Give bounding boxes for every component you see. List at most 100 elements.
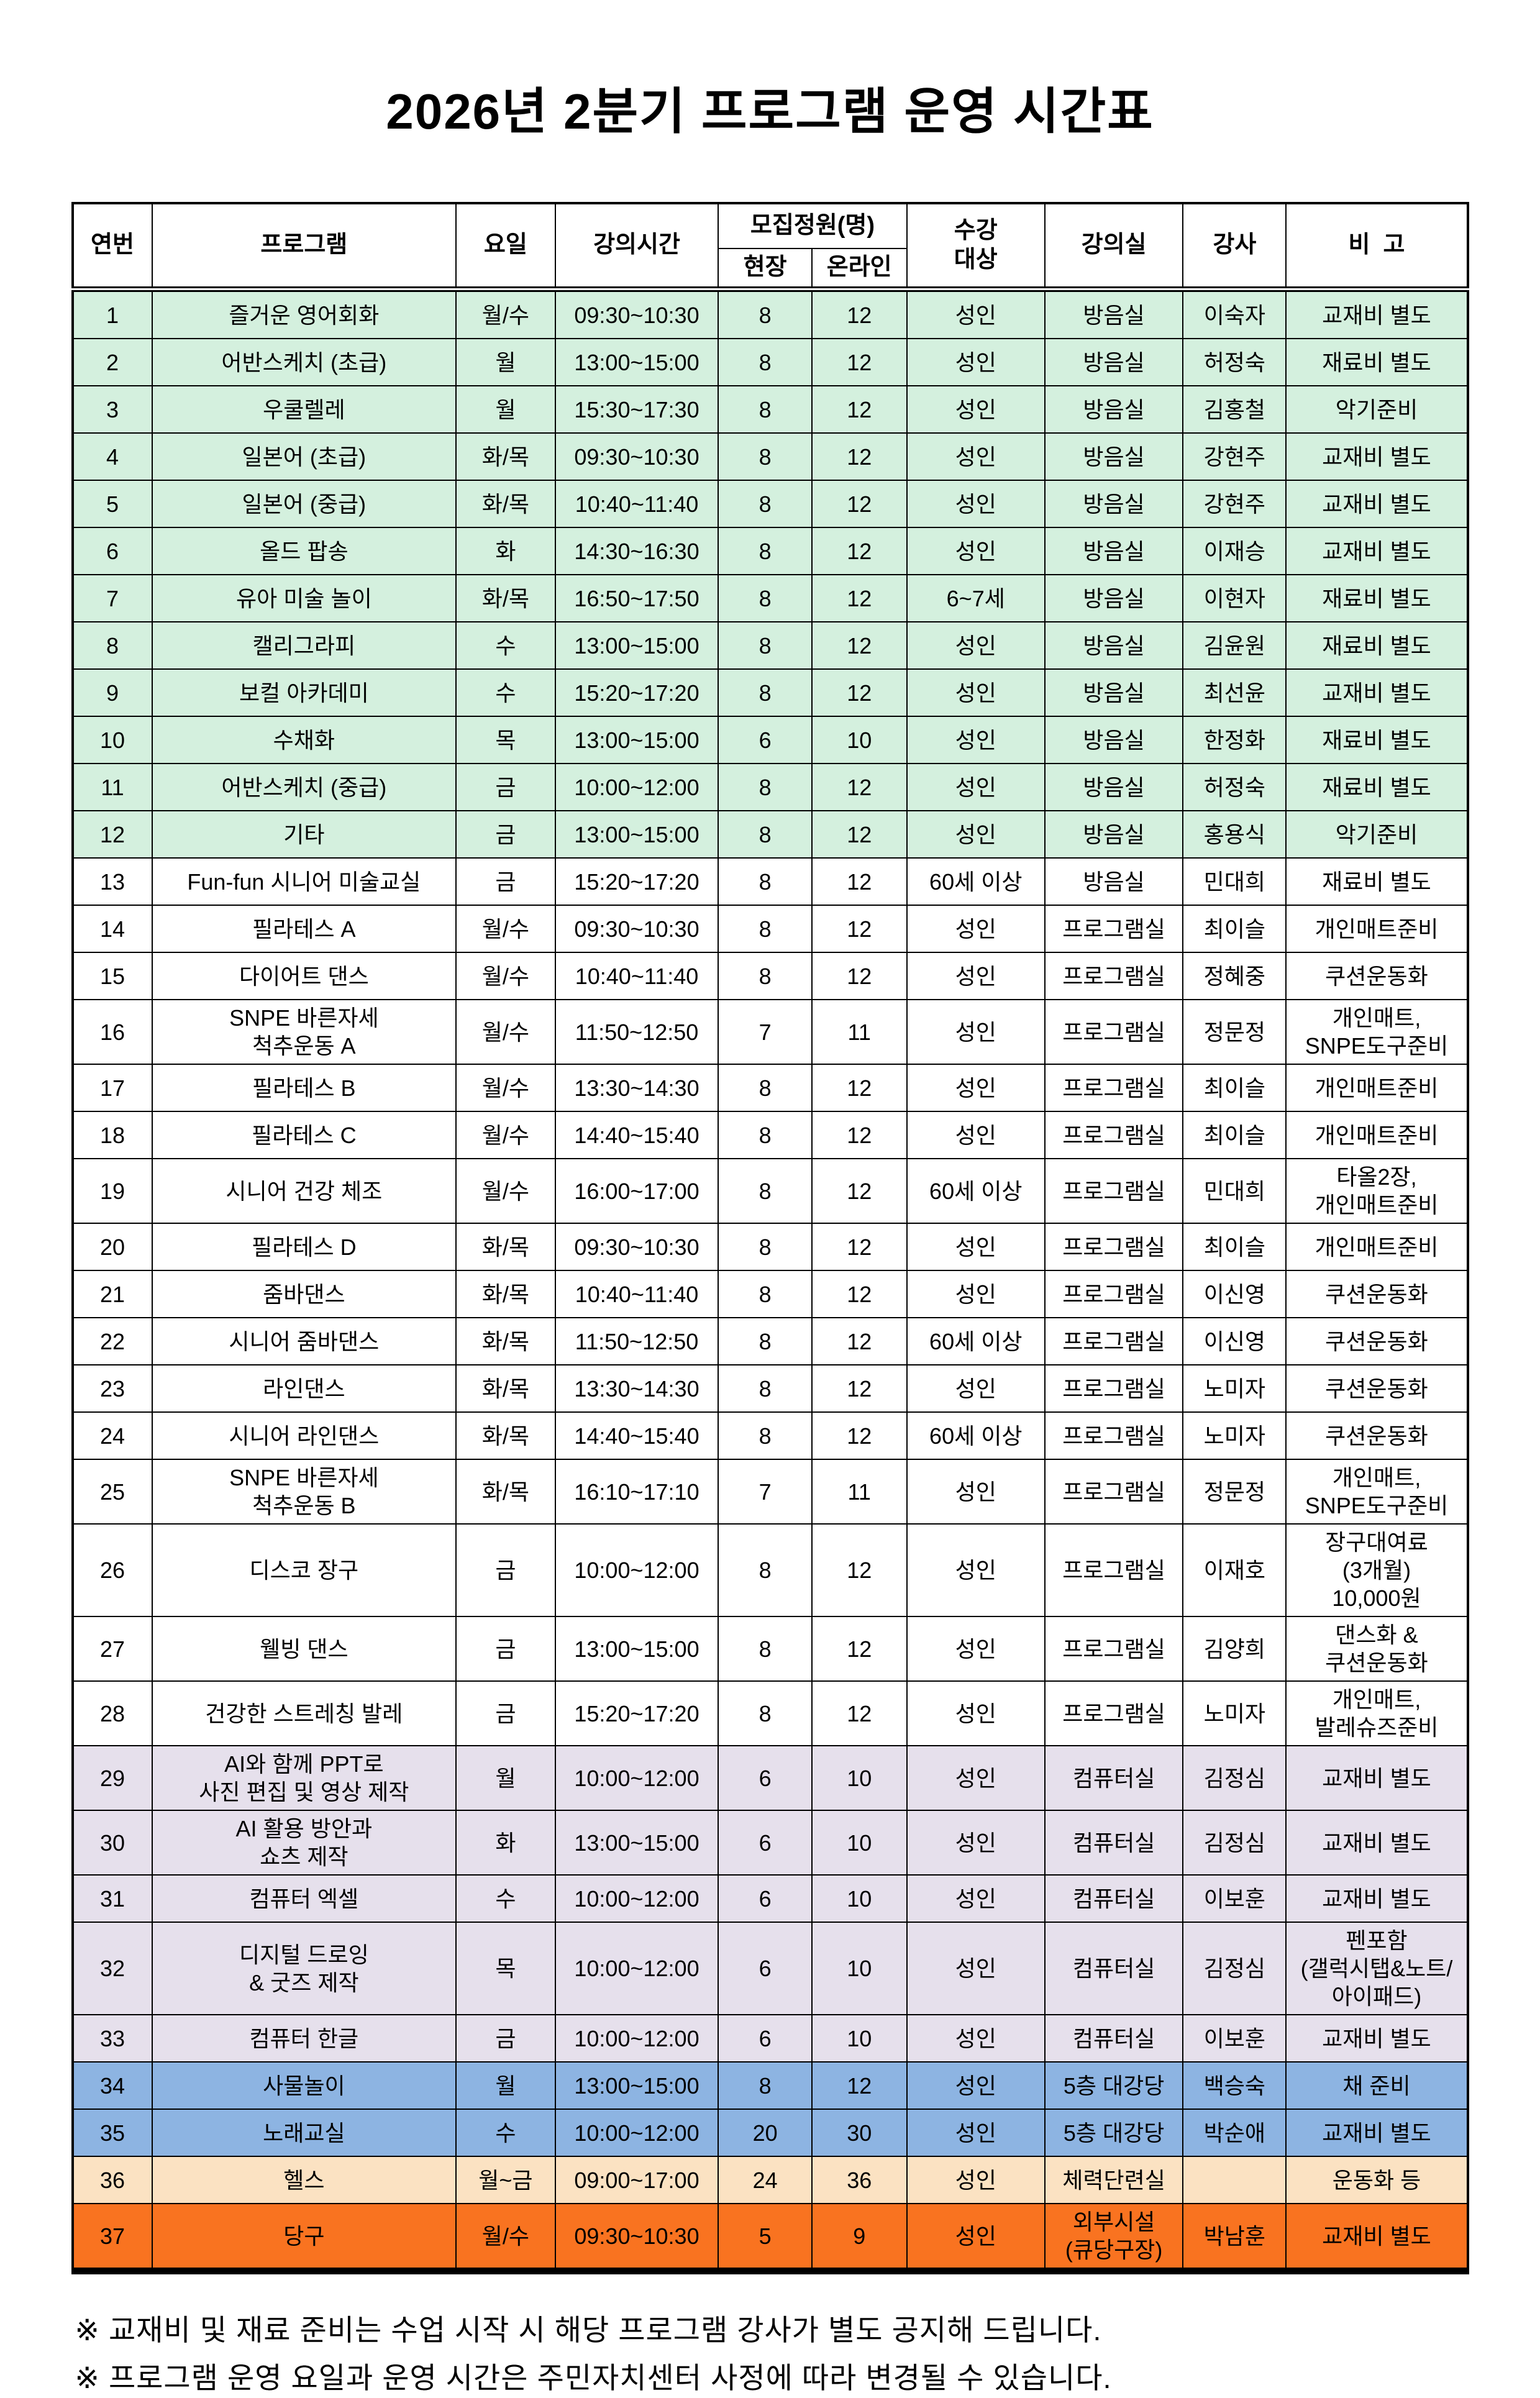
cell-note: 악기준비 (1285, 385, 1469, 434)
cell-instructor: 정문정 (1182, 999, 1287, 1065)
cell-room: 프로그램실 (1044, 1158, 1184, 1224)
cell-online: 12 (811, 1411, 908, 1460)
cell-instructor: 이숙자 (1182, 288, 1287, 339)
col-header-day: 요일 (455, 203, 556, 292)
cell-no: 1 (71, 288, 153, 339)
cell-online: 10 (811, 716, 908, 764)
table-row: 4 일본어 (초급) 화/목 09:30~10:30 8 12 성인 방음실 강현주 교재비 별도 (71, 432, 1469, 481)
cell-program: 어반스케치 (초급) (151, 338, 457, 386)
cell-note: 쿠션운동화 (1285, 1411, 1469, 1460)
cell-note: 재료비 별도 (1285, 857, 1469, 906)
table-row: 6 올드 팝송 화 14:30~16:30 8 12 성인 방음실 이재승 교재비 별도 (71, 527, 1469, 575)
cell-time: 13:00~15:00 (554, 1616, 719, 1682)
table-row: 3 우쿨렐레 월 15:30~17:30 8 12 성인 방음실 김홍철 악기준비 (71, 385, 1469, 434)
cell-online: 12 (811, 668, 908, 717)
table-row: 33 컴퓨터 한글 금 10:00~12:00 6 10 성인 컴퓨터실 이보훈 교재비 별도 (71, 2014, 1469, 2063)
table-row: 27 웰빙 댄스 금 13:00~15:00 8 12 성인 프로그램실 김양희 댄스화 & 쿠션… (71, 1616, 1469, 1682)
cell-room: 방음실 (1044, 716, 1184, 764)
cell-target: 성인 (906, 716, 1046, 764)
cell-room: 방음실 (1044, 432, 1184, 481)
col-header-time: 강의시간 (554, 203, 719, 292)
table-row: 8 캘리그라피 수 13:00~15:00 8 12 성인 방음실 김윤원 재료비 별도 (71, 621, 1469, 670)
table-row: 5 일본어 (중급) 화/목 10:40~11:40 8 12 성인 방음실 강현주 교재비 별도 (71, 480, 1469, 528)
table-row: 15 다이어트 댄스 월/수 10:40~11:40 8 12 성인 프로그램실 정혜중 쿠션운동… (71, 952, 1469, 1000)
cell-instructor: 김정심 (1182, 1922, 1287, 2015)
cell-onsite: 6 (718, 1922, 813, 2015)
cell-online: 12 (811, 1523, 908, 1617)
cell-room: 컴퓨터실 (1044, 1745, 1184, 1811)
cell-program: 필라테스 A (151, 905, 457, 953)
cell-note: 타올2장, 개인매트준비 (1285, 1158, 1469, 1224)
cell-no: 6 (71, 527, 153, 575)
cell-program: 당구 (151, 2203, 457, 2272)
cell-instructor: 김홍철 (1182, 385, 1287, 434)
cell-program: 필라테스 C (151, 1111, 457, 1159)
cell-program: 디스코 장구 (151, 1523, 457, 1617)
cell-onsite: 6 (718, 1745, 813, 1811)
cell-note: 개인매트준비 (1285, 1111, 1469, 1159)
cell-no: 8 (71, 621, 153, 670)
table-row: 29 AI와 함께 PPT로 사진 편집 및 영상 제작 월 10:00~12:00 6… (71, 1745, 1469, 1811)
cell-day: 월/수 (455, 1158, 556, 1224)
cell-target: 성인 (906, 432, 1046, 481)
cell-room: 프로그램실 (1044, 905, 1184, 953)
cell-online: 12 (811, 810, 908, 859)
cell-target: 성인 (906, 763, 1046, 811)
cell-room: 프로그램실 (1044, 1270, 1184, 1318)
cell-time: 16:00~17:00 (554, 1158, 719, 1224)
cell-day: 금 (455, 810, 556, 859)
cell-onsite: 8 (718, 952, 813, 1000)
cell-online: 12 (811, 1317, 908, 1365)
cell-instructor: 최이슬 (1182, 1064, 1287, 1112)
cell-onsite: 8 (718, 2061, 813, 2110)
cell-target: 성인 (906, 1523, 1046, 1617)
table-row: 30 AI 활용 방안과 쇼츠 제작 화 13:00~15:00 6 10 성인 컴퓨터실 김정… (71, 1810, 1469, 1876)
cell-day: 수 (455, 621, 556, 670)
cell-room: 방음실 (1044, 480, 1184, 528)
cell-program: Fun-fun 시니어 미술교실 (151, 857, 457, 906)
cell-room: 5층 대강당 (1044, 2061, 1184, 2110)
cell-day: 금 (455, 763, 556, 811)
cell-target: 성인 (906, 1459, 1046, 1525)
table-row: 1 즐거운 영어회화 월/수 09:30~10:30 8 12 성인 방음실 이숙자 교재비 별도 (71, 288, 1469, 339)
table-row: 34 사물놀이 월 13:00~15:00 8 12 성인 5층 대강당 백승숙 채 준비 (71, 2061, 1469, 2110)
cell-onsite: 6 (718, 1810, 813, 1876)
cell-program: 시니어 건강 체조 (151, 1158, 457, 1224)
table-row: 10 수채화 목 13:00~15:00 6 10 성인 방음실 한정화 재료비 별도 (71, 716, 1469, 764)
cell-day: 화/목 (455, 1459, 556, 1525)
table-row: 18 필라테스 C 월/수 14:40~15:40 8 12 성인 프로그램실 최이슬 개인매트준… (71, 1111, 1469, 1159)
cell-onsite: 6 (718, 2014, 813, 2063)
cell-no: 13 (71, 857, 153, 906)
cell-time: 14:40~15:40 (554, 1411, 719, 1460)
cell-no: 24 (71, 1411, 153, 1460)
cell-online: 12 (811, 1680, 908, 1746)
cell-online: 12 (811, 385, 908, 434)
cell-target: 성인 (906, 905, 1046, 953)
cell-program: 사물놀이 (151, 2061, 457, 2110)
cell-note: 교재비 별도 (1285, 527, 1469, 575)
cell-day: 화 (455, 1810, 556, 1876)
cell-instructor: 백승숙 (1182, 2061, 1287, 2110)
cell-target: 성인 (906, 385, 1046, 434)
cell-target: 성인 (906, 810, 1046, 859)
cell-no: 33 (71, 2014, 153, 2063)
cell-instructor: 최이슬 (1182, 1223, 1287, 1271)
col-header-program: 프로그램 (151, 203, 457, 292)
table-row: 28 건강한 스트레칭 발레 금 15:20~17:20 8 12 성인 프로그램실 노미자 개인… (71, 1680, 1469, 1746)
cell-instructor: 이보훈 (1182, 2014, 1287, 2063)
cell-instructor: 최선윤 (1182, 668, 1287, 717)
table-row: 7 유아 미술 놀이 화/목 16:50~17:50 8 12 6~7세 방음실 이현자 재료비 … (71, 574, 1469, 622)
cell-note: 악기준비 (1285, 810, 1469, 859)
cell-day: 화/목 (455, 1270, 556, 1318)
cell-time: 15:20~17:20 (554, 857, 719, 906)
cell-instructor: 박순애 (1182, 2109, 1287, 2157)
cell-no: 12 (71, 810, 153, 859)
cell-instructor: 최이슬 (1182, 1111, 1287, 1159)
cell-no: 26 (71, 1523, 153, 1617)
cell-target: 성인 (906, 1745, 1046, 1811)
cell-program: 필라테스 D (151, 1223, 457, 1271)
cell-room: 방음실 (1044, 338, 1184, 386)
table-row: 35 노래교실 수 10:00~12:00 20 30 성인 5층 대강당 박순애 교재비 별도 (71, 2109, 1469, 2157)
cell-onsite: 8 (718, 1223, 813, 1271)
cell-time: 10:00~12:00 (554, 763, 719, 811)
